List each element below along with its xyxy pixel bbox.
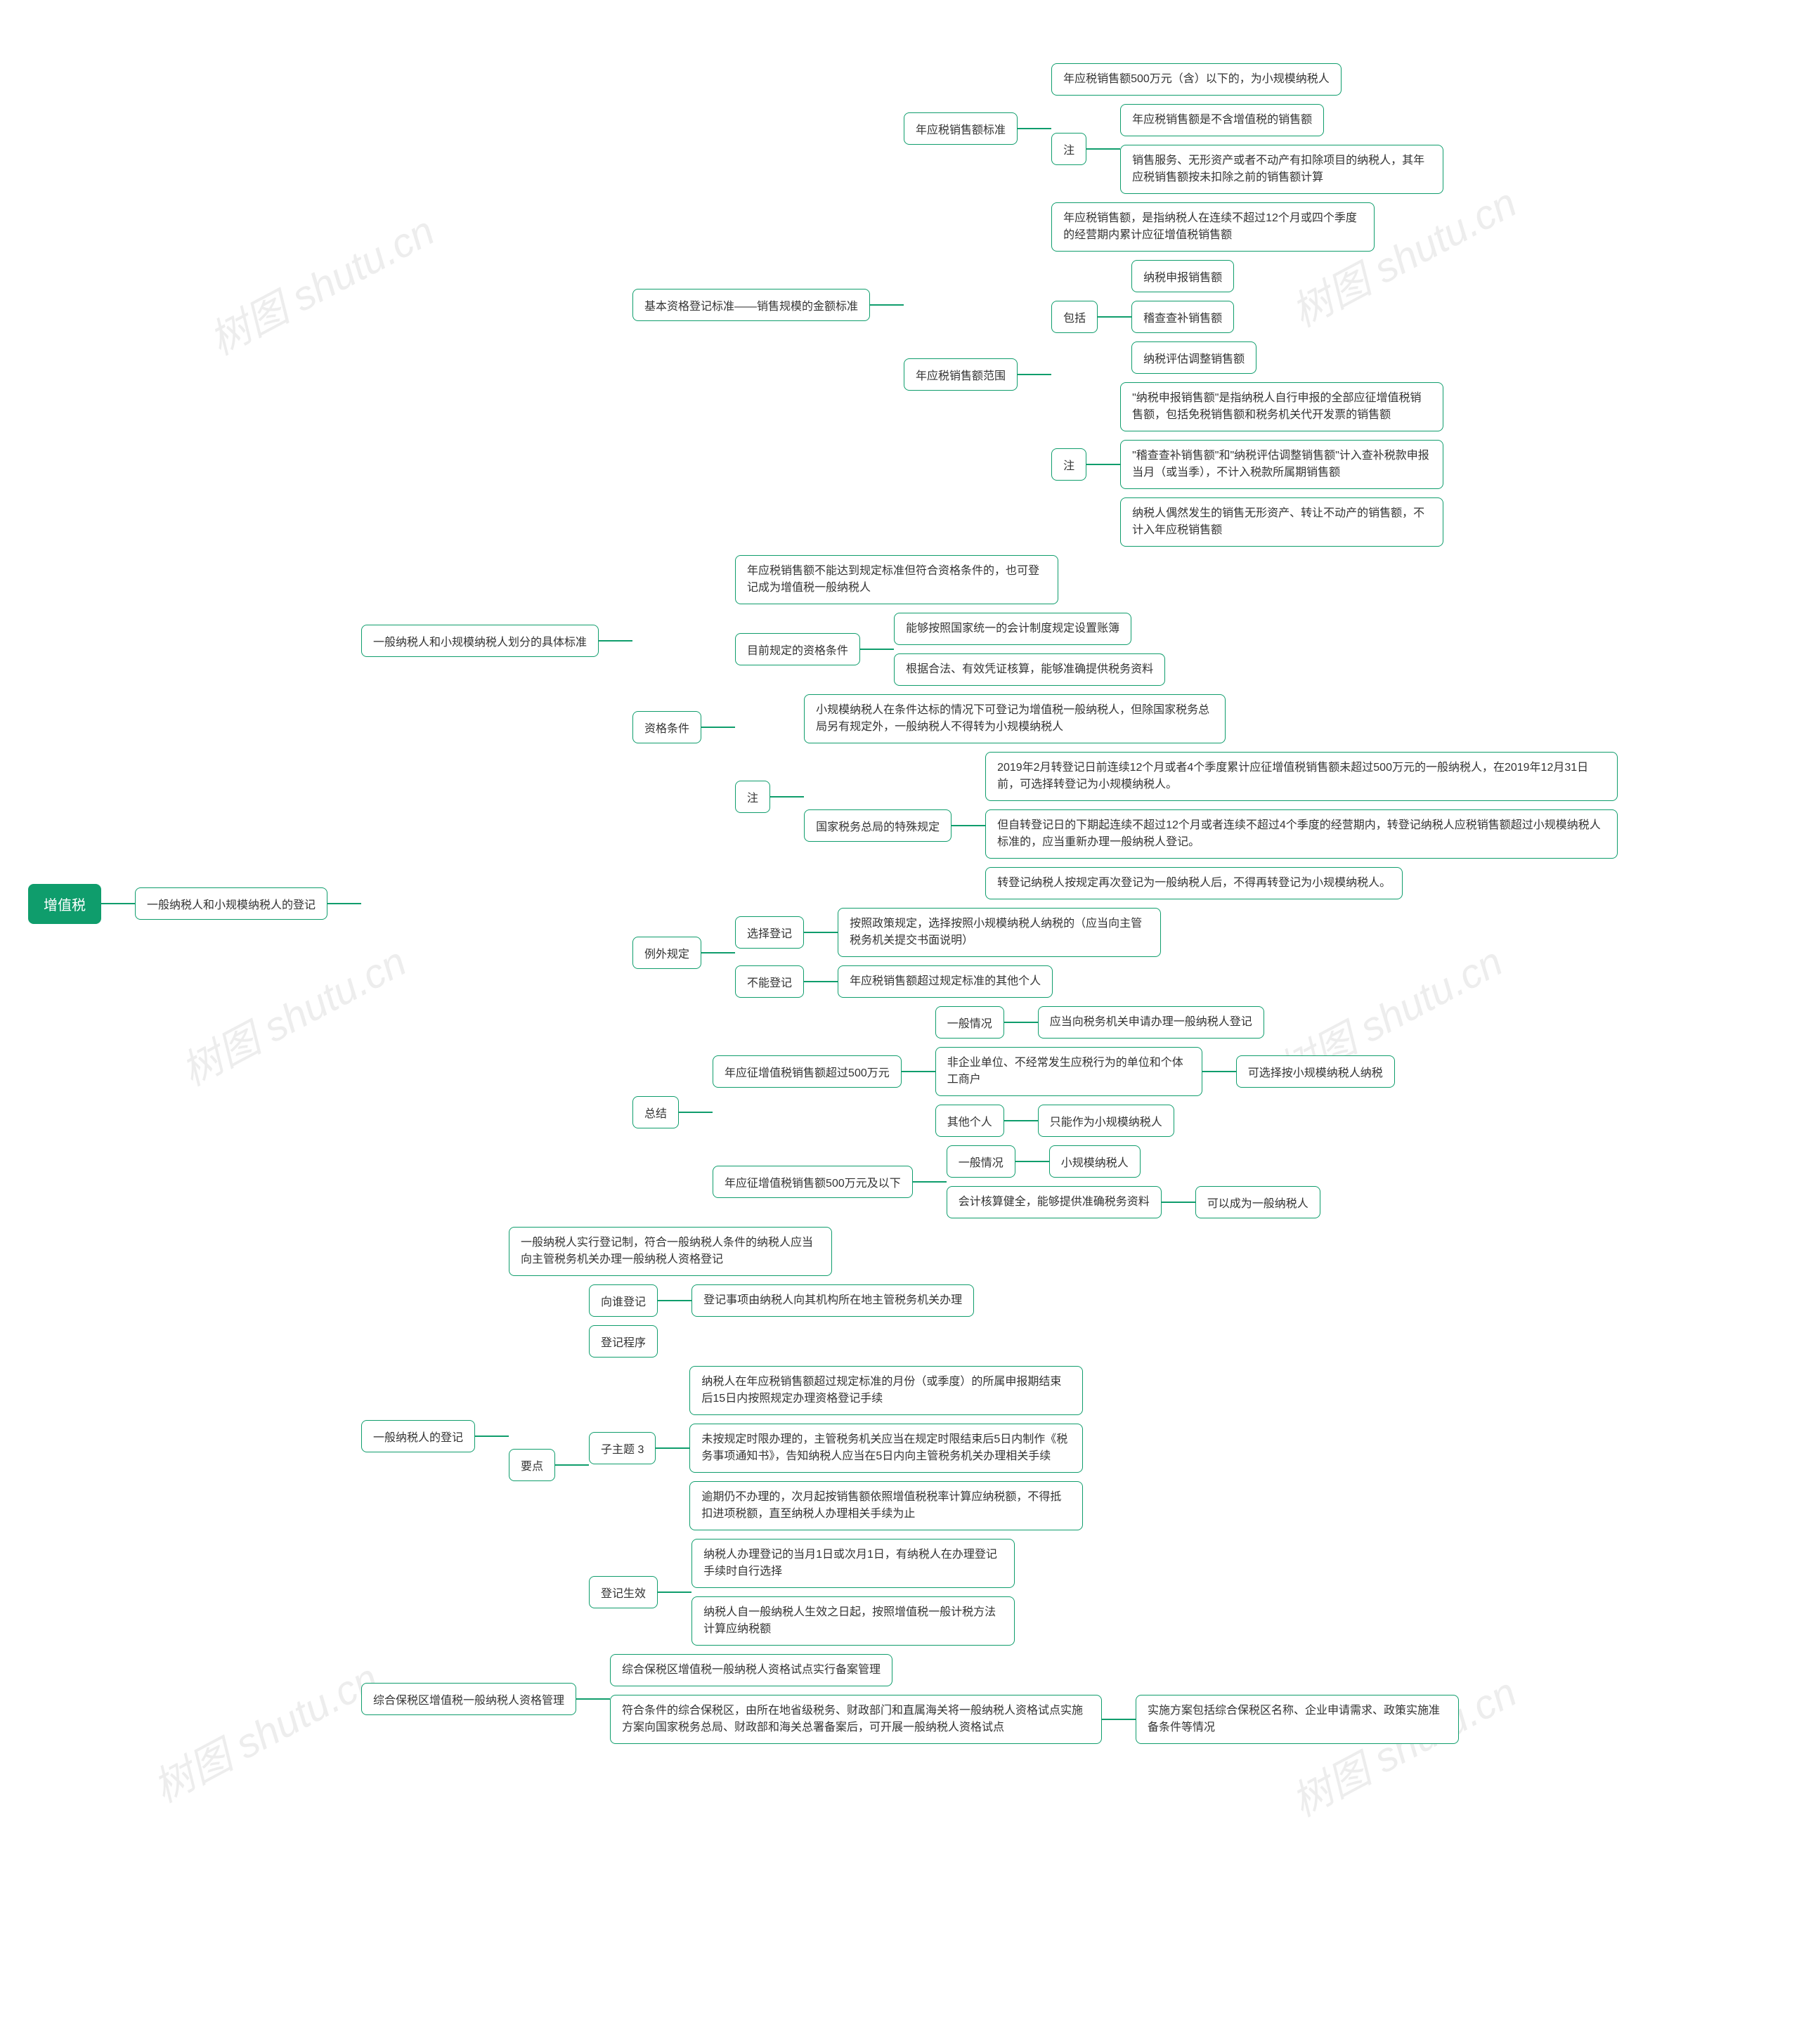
node-a4-2[interactable]: 年应征增值税销售额500万元及以下: [713, 1166, 913, 1198]
node-a2[interactable]: 资格条件: [632, 711, 701, 743]
node-a2-3[interactable]: 注: [735, 781, 770, 813]
node-b1-3[interactable]: 子主题 3: [589, 1432, 656, 1464]
node-a1b-inc[interactable]: 包括: [1051, 301, 1098, 333]
node-b1-3b[interactable]: 未按规定时限办理的，主管税务机关应当在规定时限结束后5日内制作《税务事项通知书》…: [689, 1424, 1083, 1473]
node-a2-3b[interactable]: 国家税务总局的特殊规定: [804, 809, 952, 842]
branch-registration: 一般纳税人的登记 一般纳税人实行登记制，符合一般纳税人条件的纳税人应当向主管税务…: [361, 1227, 1618, 1646]
node-b1-1a[interactable]: 登记事项由纳税人向其机构所在地主管税务机关办理: [691, 1284, 974, 1317]
node-a4-1c[interactable]: 其他个人: [935, 1105, 1004, 1137]
node-a4-1a[interactable]: 一般情况: [935, 1006, 1004, 1039]
node-a3-2[interactable]: 不能登记: [735, 965, 804, 998]
node-a3[interactable]: 例外规定: [632, 937, 701, 969]
node-a2-3a[interactable]: 小规模纳税人在条件达标的情况下可登记为增值税一般纳税人，但除国家税务总局另有规定…: [804, 694, 1226, 743]
node-a2-2a[interactable]: 能够按照国家统一的会计制度规定设置账簿: [894, 613, 1131, 645]
node-a2-1[interactable]: 年应税销售额不能达到规定标准但符合资格条件的，也可登记成为增值税一般纳税人: [735, 555, 1058, 604]
node-b0[interactable]: 一般纳税人实行登记制，符合一般纳税人条件的纳税人应当向主管税务机关办理一般纳税人…: [509, 1227, 832, 1276]
node-a4-2b1[interactable]: 可以成为一般纳税人: [1195, 1186, 1320, 1218]
node-c2a[interactable]: 实施方案包括综合保税区名称、企业申请需求、政策实施准备条件等情况: [1136, 1695, 1459, 1744]
node-a4-1[interactable]: 年应征增值税销售额超过500万元: [713, 1055, 902, 1088]
node-c1[interactable]: 综合保税区增值税一般纳税人资格试点实行备案管理: [610, 1654, 892, 1686]
branch-bonded: 综合保税区增值税一般纳税人资格管理 综合保税区增值税一般纳税人资格试点实行备案管…: [361, 1654, 1618, 1744]
node-b1[interactable]: 要点: [509, 1449, 555, 1481]
node-a2-2b[interactable]: 根据合法、有效凭证核算，能够准确提供税务资料: [894, 653, 1165, 686]
node-a4-2b[interactable]: 会计核算健全，能够提供准确税务资料: [947, 1186, 1162, 1218]
node-b1-4b[interactable]: 纳税人自一般纳税人生效之日起，按照增值税一般计税方法计算应纳税额: [691, 1596, 1015, 1646]
node-a4-2a1[interactable]: 小规模纳税人: [1049, 1145, 1141, 1178]
node-a1b[interactable]: 年应税销售额范围: [904, 358, 1018, 391]
node-a1b1[interactable]: 年应税销售额，是指纳税人在连续不超过12个月或四个季度的经营期内累计应征增值税销…: [1051, 202, 1375, 252]
node-a1b-inc2[interactable]: 稽查查补销售额: [1131, 301, 1234, 333]
node-b1-3c[interactable]: 逾期仍不办理的，次月起按销售额依照增值税税率计算应纳税额，不得抵扣进项税额，直至…: [689, 1481, 1083, 1530]
node-a2-3b1[interactable]: 2019年2月转登记日前连续12个月或者4个季度累计应征增值税销售额未超过500…: [985, 752, 1618, 801]
node-a1b-note3[interactable]: 纳税人偶然发生的销售无形资产、转让不动产的销售额，不计入年应税销售额: [1120, 497, 1443, 547]
node-a4-1c1[interactable]: 只能作为小规模纳税人: [1038, 1105, 1174, 1137]
node-a3-1a[interactable]: 按照政策规定，选择按照小规模纳税人纳税的（应当向主管税务机关提交书面说明）: [838, 908, 1161, 957]
node-a4[interactable]: 总结: [632, 1096, 679, 1128]
node-a1a[interactable]: 年应税销售额标准: [904, 112, 1018, 145]
node-registration[interactable]: 一般纳税人的登记: [361, 1420, 475, 1452]
node-a1b-note2[interactable]: "稽查查补销售额"和"纳税评估调整销售额"计入查补税款申报当月（或当季），不计入…: [1120, 440, 1443, 489]
node-a1a-note2[interactable]: 销售服务、无形资产或者不动产有扣除项目的纳税人，其年应税销售额按未扣除之前的销售…: [1120, 145, 1443, 194]
node-a1a1[interactable]: 年应税销售额500万元（含）以下的，为小规模纳税人: [1051, 63, 1342, 96]
node-a4-2a[interactable]: 一般情况: [947, 1145, 1015, 1178]
node-c2[interactable]: 符合条件的综合保税区，由所在地省级税务、财政部门和直属海关将一般纳税人资格试点实…: [610, 1695, 1102, 1744]
mindmap-root-container: 增值税 一般纳税人和小规模纳税人的登记 一般纳税人和小规模纳税人划分的具体标准 …: [28, 63, 1771, 1744]
branch-criteria: 一般纳税人和小规模纳税人划分的具体标准 基本资格登记标准——销售规模的金额标准 …: [361, 63, 1618, 1218]
node-a1a-note1[interactable]: 年应税销售额是不含增值税的销售额: [1120, 104, 1324, 136]
node-b1-1[interactable]: 向谁登记: [589, 1284, 658, 1317]
node-a1b-note1[interactable]: "纳税申报销售额"是指纳税人自行申报的全部应征增值税销售额，包括免税销售额和税务…: [1120, 382, 1443, 431]
node-a1b-inc3[interactable]: 纳税评估调整销售额: [1131, 341, 1256, 374]
node-a4-1b1[interactable]: 可选择按小规模纳税人纳税: [1236, 1055, 1395, 1088]
root-node[interactable]: 增值税: [28, 884, 101, 924]
node-b1-4a[interactable]: 纳税人办理登记的当月1日或次月1日，有纳税人在办理登记手续时自行选择: [691, 1539, 1015, 1588]
node-a2-3b2[interactable]: 但自转登记日的下期起连续不超过12个月或者连续不超过4个季度的经营期内，转登记纳…: [985, 809, 1618, 859]
node-bonded[interactable]: 综合保税区增值税一般纳税人资格管理: [361, 1683, 576, 1715]
node-a1b-note[interactable]: 注: [1051, 448, 1086, 481]
node-b1-2[interactable]: 登记程序: [589, 1325, 658, 1358]
node-a3-2a[interactable]: 年应税销售额超过规定标准的其他个人: [838, 965, 1053, 998]
node-b1-3a[interactable]: 纳税人在年应税销售额超过规定标准的月份（或季度）的所属申报期结束后15日内按照规…: [689, 1366, 1083, 1415]
node-a4-1a1[interactable]: 应当向税务机关申请办理一般纳税人登记: [1038, 1006, 1264, 1039]
node-a3-1[interactable]: 选择登记: [735, 916, 804, 949]
node-b1-4[interactable]: 登记生效: [589, 1576, 658, 1608]
node-a1a-note[interactable]: 注: [1051, 133, 1086, 165]
node-a1[interactable]: 基本资格登记标准——销售规模的金额标准: [632, 289, 870, 321]
node-a2-3b3[interactable]: 转登记纳税人按规定再次登记为一般纳税人后，不得再转登记为小规模纳税人。: [985, 867, 1403, 899]
node-a2-2[interactable]: 目前规定的资格条件: [735, 633, 860, 665]
node-criteria[interactable]: 一般纳税人和小规模纳税人划分的具体标准: [361, 625, 599, 657]
node-a4-1b[interactable]: 非企业单位、不经常发生应税行为的单位和个体工商户: [935, 1047, 1202, 1096]
node-a1b-inc1[interactable]: 纳税申报销售额: [1131, 260, 1234, 292]
level1-node[interactable]: 一般纳税人和小规模纳税人的登记: [135, 887, 327, 920]
